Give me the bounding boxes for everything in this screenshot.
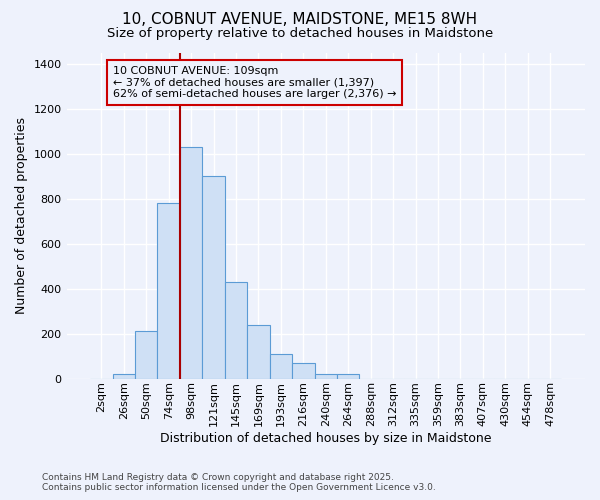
Bar	[225, 282, 247, 378]
Text: Contains HM Land Registry data © Crown copyright and database right 2025.
Contai: Contains HM Land Registry data © Crown c…	[42, 473, 436, 492]
Y-axis label: Number of detached properties: Number of detached properties	[15, 117, 28, 314]
Bar	[247, 324, 269, 378]
Bar	[180, 147, 202, 378]
Text: 10, COBNUT AVENUE, MAIDSTONE, ME15 8WH: 10, COBNUT AVENUE, MAIDSTONE, ME15 8WH	[122, 12, 478, 28]
Text: Size of property relative to detached houses in Maidstone: Size of property relative to detached ho…	[107, 28, 493, 40]
Bar	[269, 354, 292, 378]
Bar	[314, 374, 337, 378]
Bar	[113, 374, 135, 378]
X-axis label: Distribution of detached houses by size in Maidstone: Distribution of detached houses by size …	[160, 432, 491, 445]
Bar	[157, 203, 180, 378]
Bar	[202, 176, 225, 378]
Bar	[292, 363, 314, 378]
Text: 10 COBNUT AVENUE: 109sqm
← 37% of detached houses are smaller (1,397)
62% of sem: 10 COBNUT AVENUE: 109sqm ← 37% of detach…	[113, 66, 396, 99]
Bar	[337, 374, 359, 378]
Bar	[135, 332, 157, 378]
